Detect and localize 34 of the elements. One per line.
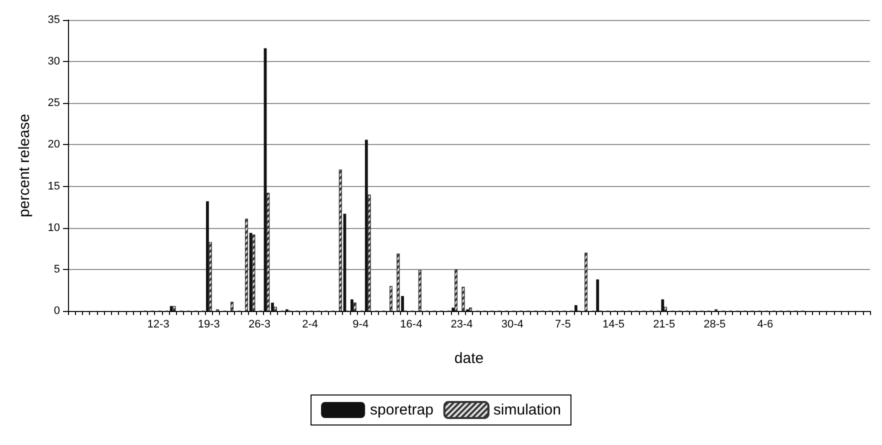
x-tick-label: 28-5 bbox=[704, 318, 726, 330]
bar bbox=[206, 201, 209, 311]
x-tick-label: 23-4 bbox=[450, 318, 473, 330]
y-tick-label: 25 bbox=[48, 97, 60, 110]
bar bbox=[364, 140, 368, 311]
x-tick-label: 30-4 bbox=[501, 318, 524, 330]
bar bbox=[350, 299, 354, 311]
y-tick-label: 15 bbox=[48, 180, 60, 192]
x-tick-label: 7-5 bbox=[554, 318, 571, 330]
x-tick-label: 12-3 bbox=[147, 318, 170, 330]
y-tick-label: 30 bbox=[48, 56, 60, 68]
y-tick-label: 5 bbox=[54, 263, 60, 276]
y-tick-label: 35 bbox=[48, 14, 60, 26]
x-tick-label: 2-4 bbox=[302, 318, 318, 330]
x-tick-label: 19-3 bbox=[198, 318, 220, 330]
x-tick-label: 4-6 bbox=[757, 318, 774, 330]
bar bbox=[596, 279, 600, 311]
legend-label: sporetrap bbox=[370, 402, 434, 418]
bar bbox=[661, 299, 664, 311]
x-tick-label: 16-4 bbox=[400, 318, 422, 330]
bar bbox=[452, 308, 455, 311]
legend-label: simulation bbox=[493, 402, 561, 418]
y-tick-label: 0 bbox=[54, 305, 60, 317]
x-tick-label: 21-5 bbox=[653, 318, 676, 330]
bar bbox=[271, 302, 274, 311]
y-tick-label: 10 bbox=[48, 222, 60, 234]
bar bbox=[401, 296, 404, 311]
x-axis-title: date bbox=[454, 350, 484, 367]
bar bbox=[574, 305, 578, 311]
x-tick-label: 26-3 bbox=[248, 318, 270, 330]
x-tick-label: 14-5 bbox=[602, 318, 625, 330]
y-axis-title: percent release bbox=[16, 114, 33, 218]
x-tick-label: 9-4 bbox=[352, 318, 369, 330]
y-tick-label: 20 bbox=[48, 138, 60, 151]
